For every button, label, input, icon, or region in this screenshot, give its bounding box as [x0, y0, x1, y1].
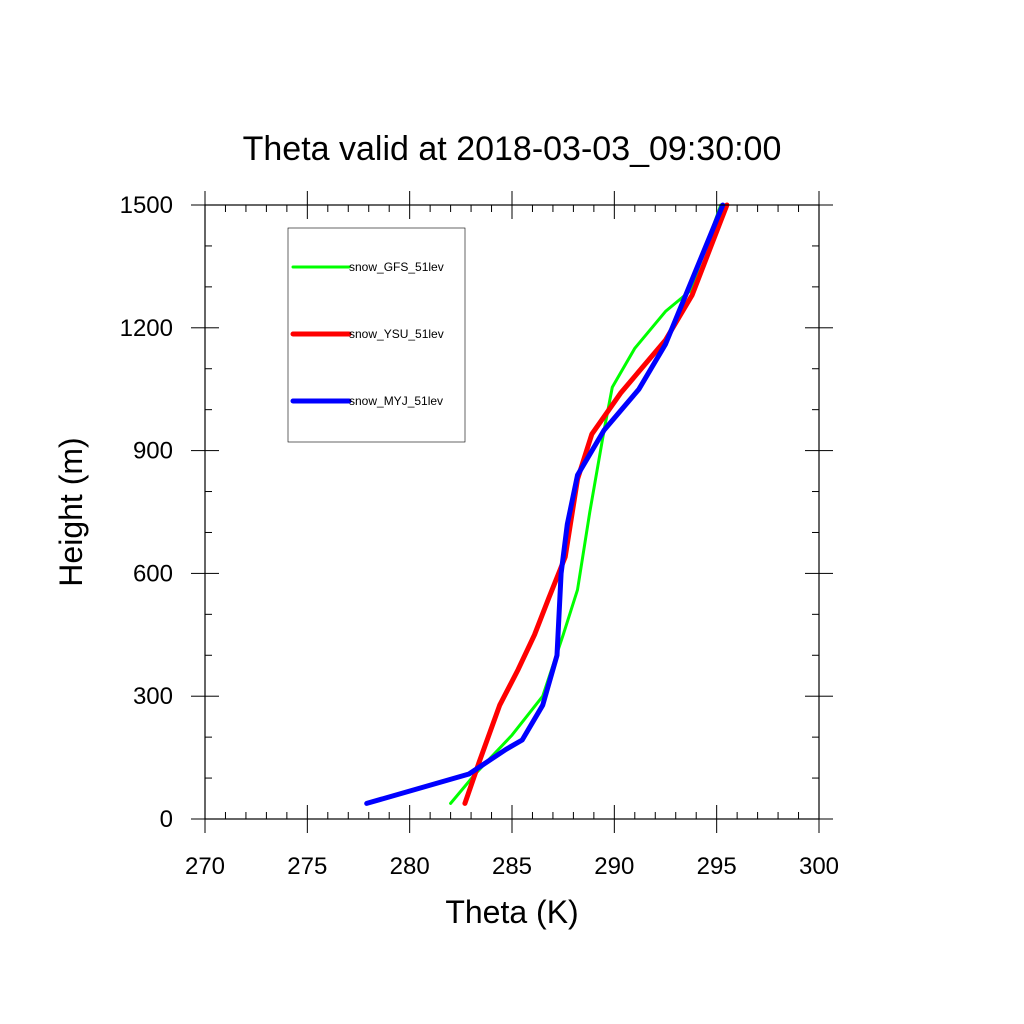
x-tick-label: 295: [697, 853, 737, 880]
legend-items: snow_GFS_51lev snow_YSU_51lev snow_MYJ_51l…: [290, 260, 444, 408]
x-tick-label: 285: [492, 853, 532, 880]
y-tick-label: 0: [160, 806, 173, 833]
legend-label: snow_MYJ_51lev: [349, 394, 443, 408]
series-line-snow_MYJ_51lev: [364, 202, 726, 806]
legend-label: snow_GFS_51lev: [349, 260, 444, 274]
y-tick-label: 300: [133, 683, 173, 710]
y-tick-label: 1200: [120, 315, 173, 342]
plot-frame: [204, 204, 820, 820]
y-tick-label: 600: [133, 560, 173, 587]
legend-label: snow_YSU_51lev: [349, 327, 444, 341]
x-tick-label: 290: [594, 853, 634, 880]
chart-title: Theta valid at 2018-03-03_09:30:00: [243, 130, 782, 168]
y-tick-label: 1500: [120, 192, 173, 219]
ticks-layer: 270 275 280 285 290 295 300 0 300 600 900 1200 1500: [120, 191, 839, 880]
series-layer: [364, 202, 730, 806]
x-tick-label: 270: [185, 853, 225, 880]
y-tick-label: 900: [133, 438, 173, 465]
x-axis-title: Theta (K): [445, 894, 578, 930]
x-tick-label: 300: [799, 853, 839, 880]
x-tick-label: 275: [287, 853, 327, 880]
y-axis-title: Height (m): [53, 437, 89, 586]
series-line-snow_GFS_51lev: [449, 203, 723, 805]
legend: snow_GFS_51lev snow_YSU_51lev snow_MYJ_51l…: [287, 227, 466, 443]
x-tick-label: 280: [390, 853, 430, 880]
